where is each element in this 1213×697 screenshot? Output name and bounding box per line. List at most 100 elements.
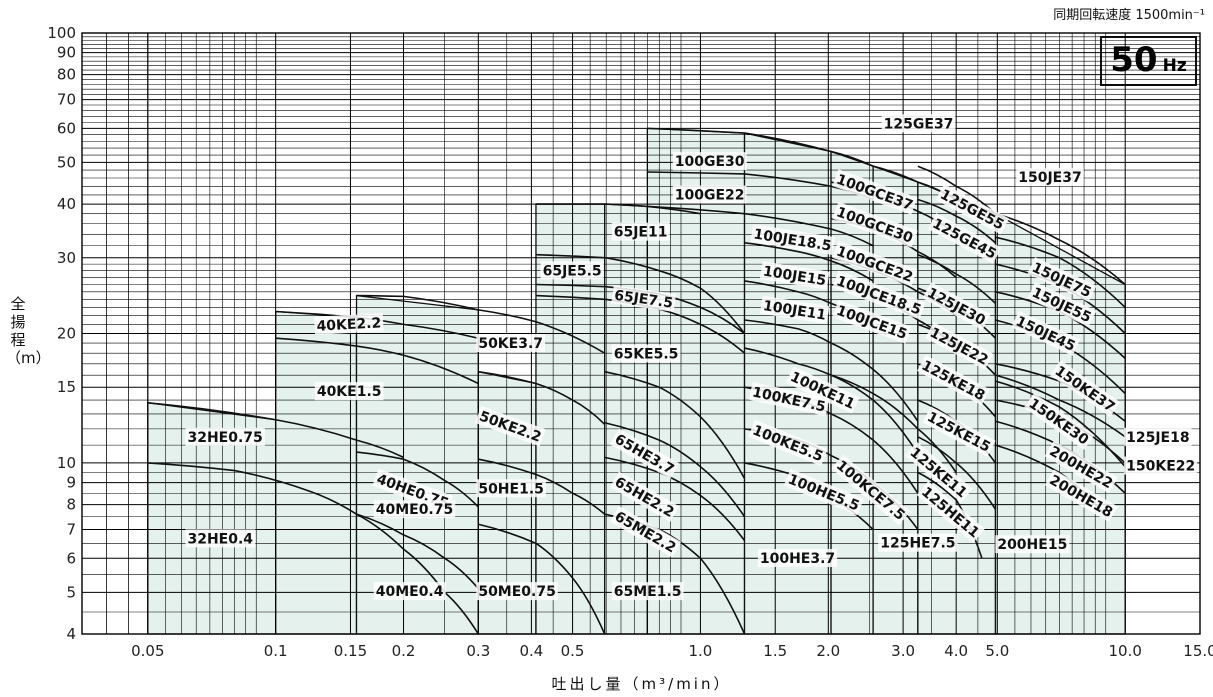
model-label-32HE0.4: 32HE0.4 xyxy=(187,531,253,547)
label-group-6: 40ME0.4 xyxy=(373,582,446,601)
curve-125JE30 xyxy=(917,253,997,304)
plot-frame xyxy=(81,32,1201,635)
x-tick-10: 3.0 xyxy=(891,642,915,660)
label-bg-5 xyxy=(373,500,456,519)
label-bg-36 xyxy=(935,183,1010,235)
model-label-125JE18: 125JE18 xyxy=(1126,430,1189,446)
y-tick-6: 10 xyxy=(57,454,76,472)
model-label-40KE2.2: 40KE2.2 xyxy=(316,315,381,334)
label-bg-17 xyxy=(609,506,682,558)
label-bg-40 xyxy=(917,354,991,406)
curve-100JE18.5 xyxy=(647,205,874,247)
label-group-13: 65JE7.5 xyxy=(611,285,677,312)
label-bg-34 xyxy=(832,300,912,344)
curve-40ME0.75 xyxy=(356,513,479,590)
curve-100JE15 xyxy=(744,242,874,282)
y-tick-0: 4 xyxy=(66,625,76,643)
label-group-10: 50ME0.75 xyxy=(476,582,558,601)
model-label-50HE1.5: 50HE1.5 xyxy=(478,481,544,497)
label-bg-10 xyxy=(476,582,558,601)
label-bg-39 xyxy=(925,322,994,370)
label-bg-48 xyxy=(1011,310,1081,356)
model-label-100GE30: 100GE30 xyxy=(675,154,745,170)
x-tick-6: 0.5 xyxy=(561,642,585,660)
label-bg-25 xyxy=(748,382,830,416)
x-tick-13: 10.0 xyxy=(1108,642,1141,660)
label-bg-28 xyxy=(783,468,865,516)
y-tick-11: 50 xyxy=(57,153,76,171)
label-group-53: 200HE15 xyxy=(995,535,1070,554)
x-tick-1: 0.1 xyxy=(264,642,288,660)
model-label-100HE3.7: 100HE3.7 xyxy=(760,551,835,567)
label-bg-20 xyxy=(672,185,747,204)
label-group-35: 125GE37 xyxy=(881,114,956,133)
x-tick-11: 4.0 xyxy=(944,642,968,660)
y-tick-10: 40 xyxy=(57,195,76,213)
curve-100KE11 xyxy=(744,319,919,422)
curve-50KE2.2 xyxy=(478,370,606,425)
y-tick-7: 15 xyxy=(57,378,76,396)
curve-65HE2.2 xyxy=(604,421,746,518)
label-bg-24 xyxy=(785,366,860,414)
x-tick-7: 1.0 xyxy=(689,642,713,660)
label-bg-22 xyxy=(759,261,830,290)
label-bg-6 xyxy=(373,582,446,601)
label-bg-0 xyxy=(185,427,265,446)
x-axis-label: 吐出し量（m³/min） xyxy=(551,675,732,693)
curve-125JE18 xyxy=(995,374,1126,438)
label-bg-29 xyxy=(757,549,838,568)
label-group-14: 65KE5.5 xyxy=(611,344,681,363)
label-bg-3 xyxy=(314,382,384,401)
curve-40KE1.5 xyxy=(275,337,479,385)
x-tick-0: 0.05 xyxy=(131,642,164,660)
label-bg-30 xyxy=(832,169,918,215)
label-group-5: 40ME0.75 xyxy=(373,500,456,519)
curve-150JE37 xyxy=(995,212,1126,286)
y-tick-3: 7 xyxy=(66,521,76,539)
label-bg-32 xyxy=(832,240,918,287)
model-label-40ME0.4: 40ME0.4 xyxy=(376,584,444,600)
curve-125GE45 xyxy=(917,198,997,244)
label-bg-50 xyxy=(1023,392,1095,450)
model-label-65JE5.5: 65JE5.5 xyxy=(543,263,602,279)
label-group-20: 100GE22 xyxy=(672,185,747,204)
x-tick-4: 0.3 xyxy=(466,642,490,660)
x-tick-3: 0.2 xyxy=(392,642,416,660)
label-group-54: 125JE18 xyxy=(1124,427,1192,446)
curve-65JE5.5 xyxy=(535,253,746,334)
label-group-12: 65JE5.5 xyxy=(540,261,604,280)
label-bg-21 xyxy=(750,224,835,255)
y-tick-14: 80 xyxy=(57,66,76,84)
x-tick-2: 0.15 xyxy=(334,642,367,660)
label-bg-12 xyxy=(540,261,604,280)
y-tick-8: 20 xyxy=(57,325,76,343)
label-bg-41 xyxy=(922,406,996,457)
curve-32HE0.4 xyxy=(147,462,357,515)
label-bg-49 xyxy=(1050,360,1121,417)
label-bg-35 xyxy=(881,114,956,133)
label-bg-43 xyxy=(916,481,985,543)
model-label-40ME0.75: 40ME0.75 xyxy=(376,502,454,518)
label-group-18: 65ME1.5 xyxy=(611,582,684,601)
curve-50KE3.7 xyxy=(356,294,606,354)
label-bg-19 xyxy=(672,152,747,171)
model-label-40KE1.5: 40KE1.5 xyxy=(317,384,382,400)
model-label-65KE5.5: 65KE5.5 xyxy=(614,346,679,362)
model-label-150JE37: 150JE37 xyxy=(1018,170,1081,186)
y-tick-9: 30 xyxy=(57,249,76,267)
label-bg-11 xyxy=(611,222,670,241)
label-bg-47 xyxy=(1027,282,1097,327)
curve-50HE1.5 xyxy=(478,458,606,515)
label-bg-7 xyxy=(476,334,546,353)
label-bg-46 xyxy=(1027,257,1097,302)
label-bg-16 xyxy=(609,471,680,522)
label-group-19: 100GE30 xyxy=(672,152,747,171)
label-bg-15 xyxy=(609,428,680,480)
label-group-3: 40KE1.5 xyxy=(314,382,384,401)
label-group-1: 32HE0.4 xyxy=(185,529,256,548)
y-tick-1: 5 xyxy=(66,583,76,601)
label-group-0: 32HE0.75 xyxy=(185,427,265,446)
axis-ticks: 0.05 0.1 0.15 0.2 0.3 0.4 0.5 1.0 1.5 2.0 3.0 4.0 5.… xyxy=(47,24,1213,660)
label-group-2: 40KE2.2 xyxy=(314,313,384,335)
curve-150JE75 xyxy=(995,236,1126,308)
